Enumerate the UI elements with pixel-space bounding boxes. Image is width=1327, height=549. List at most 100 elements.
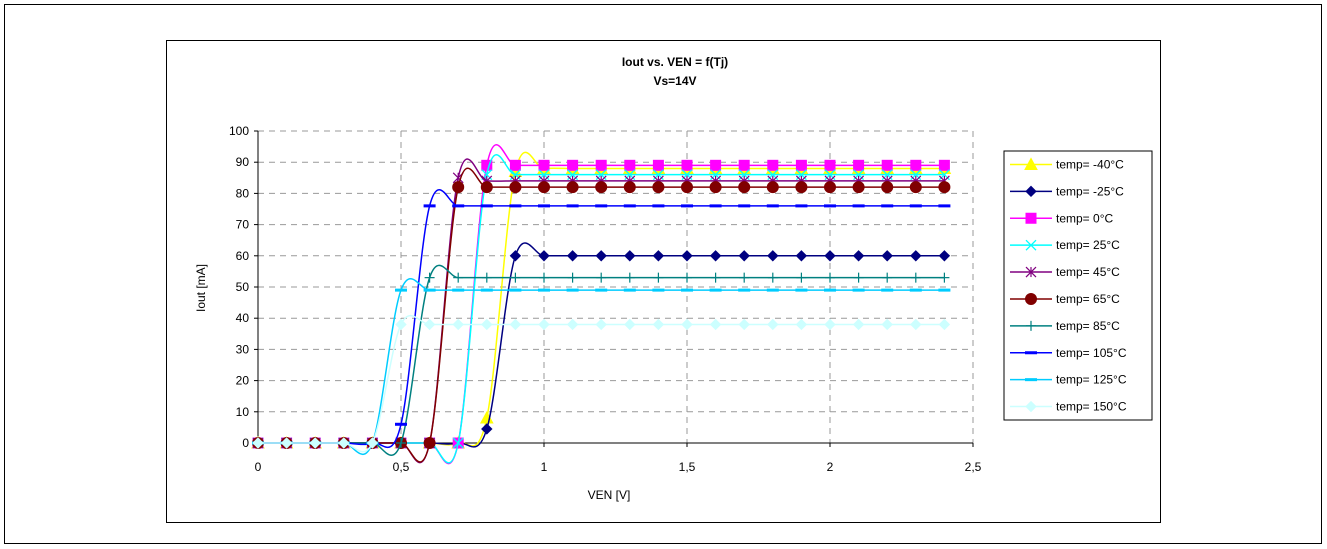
chart-title: Iout vs. VEN = f(Tj): [622, 55, 728, 69]
series-marker: [652, 250, 665, 262]
series-marker: [596, 272, 607, 283]
series-marker: [710, 159, 722, 171]
series-marker: [624, 272, 635, 283]
legend-marker: [1025, 378, 1037, 382]
series-marker: [423, 318, 436, 331]
series-marker: [538, 181, 550, 194]
series-marker: [652, 204, 665, 208]
series-marker: [509, 250, 522, 262]
series-marker: [852, 288, 865, 292]
series-marker: [909, 288, 922, 292]
series-0: [251, 151, 952, 449]
series-marker: [709, 204, 722, 208]
legend-item: temp= 125°C: [1010, 373, 1127, 387]
series-marker: [395, 318, 407, 331]
series-marker: [309, 437, 321, 449]
series-marker: [938, 288, 951, 292]
series-marker: [623, 288, 636, 292]
series-marker: [566, 250, 579, 262]
series-marker: [481, 272, 492, 283]
series-3: [252, 154, 950, 464]
series-marker: [738, 204, 751, 208]
series-marker: [766, 288, 779, 292]
series-marker: [652, 318, 665, 331]
x-tick-label: 1: [541, 460, 548, 474]
legend-item: temp= 45°C: [1010, 265, 1120, 279]
series-marker: [566, 288, 579, 292]
series-group: [251, 144, 952, 465]
chart-subtitle: Vs=14V: [653, 74, 696, 88]
series-marker: [338, 437, 350, 449]
series-marker: [566, 318, 579, 331]
legend-label: temp= 0°C: [1056, 211, 1113, 225]
series-marker: [452, 437, 464, 449]
series-marker: [910, 159, 922, 171]
series-marker: [795, 288, 808, 292]
axes: 0 10 20 30 40 50 60 70 80 90 100 0 0,5 1 1,5 2 2,5: [229, 124, 982, 474]
series-marker: [938, 181, 951, 194]
series-marker: [795, 318, 808, 331]
series-marker: [738, 181, 751, 194]
legend-item: temp= 85°C: [1010, 319, 1120, 333]
legend-item: temp= -40°C: [1010, 157, 1124, 171]
series-marker: [567, 159, 579, 171]
series-marker: [566, 204, 579, 208]
x-tick-label: 2,5: [965, 460, 982, 474]
legend-marker: [1025, 351, 1037, 355]
series-marker: [681, 250, 693, 262]
series-marker: [824, 318, 836, 331]
series-marker: [509, 181, 522, 194]
legend-label: temp= 125°C: [1056, 373, 1127, 387]
series-marker: [539, 272, 549, 283]
series-marker: [882, 272, 893, 283]
series-marker: [853, 272, 864, 283]
series-marker: [595, 318, 607, 331]
series-marker: [738, 159, 750, 171]
series-marker: [910, 318, 922, 331]
series-marker: [938, 250, 951, 262]
series-marker: [480, 288, 493, 292]
y-tick-label: 80: [236, 186, 250, 200]
series-marker: [567, 272, 578, 283]
series-marker: [252, 437, 264, 449]
series-marker: [909, 181, 922, 194]
series-line: [258, 167, 945, 463]
series-marker: [709, 181, 722, 194]
legend-label: temp= -40°C: [1056, 157, 1124, 171]
series-marker: [853, 159, 865, 171]
series-marker: [624, 318, 636, 331]
series-marker: [509, 159, 521, 171]
legend-marker: [1025, 266, 1037, 278]
series-marker: [452, 288, 465, 292]
series-marker: [938, 159, 950, 171]
legend-item: temp= 65°C: [1010, 292, 1120, 306]
series-marker: [824, 288, 836, 292]
series-marker: [538, 250, 550, 262]
series-marker: [824, 250, 836, 262]
legend-item: temp= 105°C: [1010, 346, 1127, 360]
series-marker: [510, 272, 521, 283]
legend-label: temp= 150°C: [1056, 400, 1127, 414]
series-marker: [538, 288, 550, 292]
series-marker: [595, 204, 608, 208]
series-marker: [709, 250, 722, 262]
series-marker: [881, 318, 893, 331]
series-marker: [909, 204, 922, 208]
series-marker: [795, 250, 808, 262]
series-marker: [881, 181, 894, 194]
series-marker: [910, 250, 922, 262]
legend-item: temp= 25°C: [1010, 238, 1120, 252]
series-marker: [910, 272, 921, 283]
series-marker: [796, 272, 807, 283]
series-8: [252, 278, 951, 455]
series-marker: [624, 159, 636, 171]
series-marker: [881, 159, 893, 171]
legend-label: temp= 65°C: [1056, 292, 1120, 306]
series-marker: [566, 181, 579, 194]
series-marker: [824, 204, 836, 208]
series-marker: [595, 159, 607, 171]
series-marker: [480, 181, 493, 194]
legend-box: [1003, 150, 1153, 421]
y-tick-label: 60: [236, 249, 250, 263]
series-marker: [881, 204, 894, 208]
